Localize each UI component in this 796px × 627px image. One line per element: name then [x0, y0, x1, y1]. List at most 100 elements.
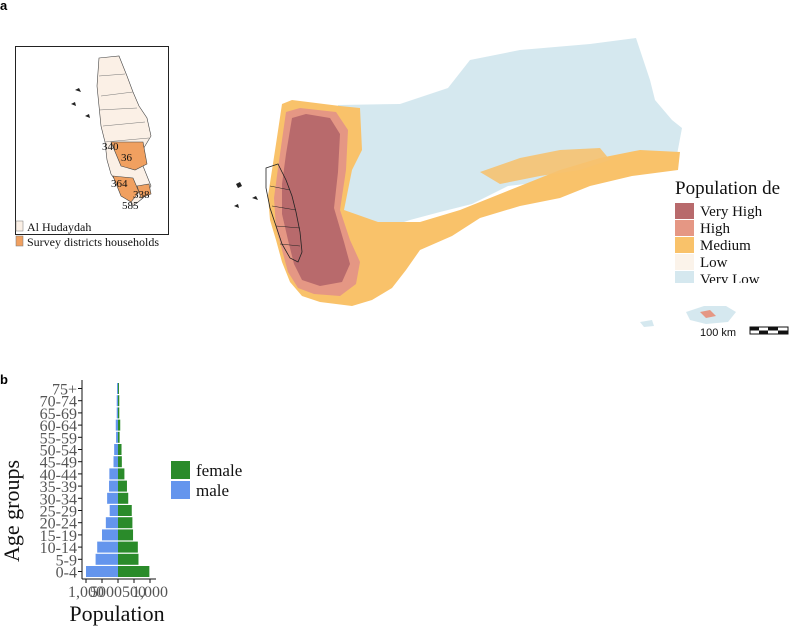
inset-legend-swatch-survey	[15, 235, 24, 247]
map-legend-swatch	[675, 220, 694, 236]
pyramid-bar-male	[116, 431, 118, 443]
pyramid-legend-label: female	[196, 461, 242, 480]
pyramid-ytick-label: 15-19	[40, 528, 77, 545]
pyramid-ytick-label: 45-49	[40, 455, 77, 472]
panel-b-letter: b	[0, 372, 8, 387]
pyramid-bar-female	[118, 431, 120, 443]
pyramid-ytick-label: 5-9	[56, 552, 77, 569]
pyramid-ytick-label: 75+	[52, 382, 77, 399]
pyramid-bar-male	[97, 541, 118, 553]
pyramid-bar-female	[118, 492, 129, 504]
map-west-islands	[234, 182, 258, 208]
pyramid-xtick-label: 500	[122, 584, 146, 601]
pyramid-bar-female	[118, 480, 127, 492]
pyramid-bar-male	[95, 553, 118, 565]
pyramid-xtick-label: 1,000	[68, 584, 104, 601]
inset-legend-swatch-hudaydah	[15, 220, 24, 232]
pyramid-ytick-label: 35-39	[40, 479, 77, 496]
pyramid-bar-female	[118, 407, 120, 419]
pyramid-bar-male	[116, 395, 118, 407]
pyramid-bar-male	[109, 468, 118, 480]
inset-map: 340 36 364 338 585 Al Hudaydah Survey di…	[15, 46, 169, 249]
pyramid-ytick-label: 30-34	[40, 491, 77, 508]
pyramid-ytick-label: 55-59	[40, 430, 77, 447]
scale-bar: 100 km	[700, 326, 789, 339]
map-legend-title: Population de	[675, 178, 780, 199]
pyramid-ytick-label: 65-69	[40, 406, 77, 423]
pyramid-legend-label: male	[196, 481, 229, 500]
pyramid-ylabel: Age groups	[0, 460, 24, 562]
pyramid-bar-female	[118, 517, 133, 529]
inset-legend-label-hudaydah: Al Hudaydah	[27, 220, 91, 234]
map-legend-swatch	[675, 254, 694, 270]
pyramid-bar-female	[118, 419, 121, 431]
pyramid-ytick-label: 20-24	[40, 516, 77, 533]
inset-label-36: 36	[121, 152, 133, 164]
population-pyramid: Age groups Population 0-45-910-1415-1920…	[0, 380, 242, 626]
pyramid-legend-swatch	[171, 481, 190, 499]
pyramid-bar-male	[107, 492, 118, 504]
panel-a-letter: a	[0, 0, 8, 13]
inset-label-585: 585	[122, 200, 139, 212]
pyramid-bar-female	[118, 395, 120, 407]
map-legend-swatch	[675, 203, 694, 219]
inset-label-364: 364	[111, 178, 128, 190]
map-legend-label: Medium	[700, 238, 751, 254]
pyramid-xtick-label: 0	[114, 584, 122, 601]
inset-legend-label-survey: Survey districts households	[27, 235, 159, 249]
pyramid-bar-male	[105, 517, 118, 529]
pyramid-ytick-label: 10-14	[40, 540, 77, 557]
pyramid-bar-male	[109, 480, 118, 492]
pyramid-bar-male	[102, 529, 118, 541]
inset-district-lines	[98, 73, 150, 143]
pyramid-bar-female	[118, 541, 138, 553]
pyramid-bar-female	[118, 566, 150, 577]
map-region-medium-east	[480, 148, 610, 184]
map-socotra-high	[700, 310, 716, 318]
inset-islands	[71, 88, 90, 118]
pyramid-bar-male	[113, 456, 118, 468]
inset-label-338: 338	[133, 189, 150, 201]
pyramid-bar-male	[116, 407, 118, 419]
pyramid-bar-male	[114, 444, 118, 455]
pyramid-bar-female	[118, 505, 132, 516]
map-legend-label: Very Low	[700, 272, 760, 283]
map-legend-swatch	[675, 271, 694, 283]
inset-survey-district-coast	[136, 183, 152, 199]
pyramid-bar-female	[118, 456, 122, 468]
map-region-very-low	[338, 38, 682, 236]
map-legend-label: Very High	[700, 204, 763, 220]
pyramid-xtick-label: 500	[90, 584, 114, 601]
map-region-medium	[268, 100, 680, 306]
scale-bar-label: 100 km	[700, 327, 736, 339]
pyramid-ytick-label: 50-54	[40, 443, 77, 460]
pyramid-bar-male	[86, 566, 118, 577]
pyramid-bar-female	[118, 468, 125, 480]
map-legend: Population de Very HighHighMediumLowVery…	[675, 178, 780, 283]
map-hudaydah-outline	[265, 163, 303, 263]
pyramid-legend-swatch	[171, 461, 190, 479]
pyramid-ytick-label: 0-4	[56, 565, 77, 582]
pyramid-bar-male	[117, 383, 118, 394]
pyramid-bar-female	[118, 383, 119, 394]
pyramid-ytick-label: 40-44	[40, 467, 77, 484]
map-legend-swatch	[675, 237, 694, 253]
pyramid-bar-male	[109, 505, 118, 516]
pyramid-ytick-label: 25-29	[40, 504, 77, 521]
pyramid-xtick-label: 1,000	[132, 584, 168, 601]
pyramid-bar-female	[118, 529, 134, 541]
map-small-island	[640, 320, 654, 327]
main-map	[234, 38, 736, 327]
pyramid-bar-male	[115, 419, 118, 431]
pyramid-bar-female	[118, 553, 139, 565]
map-region-very-high	[282, 114, 350, 286]
inset-survey-districts	[110, 141, 148, 203]
pyramid-xlabel: Population	[69, 601, 164, 626]
map-legend-label: High	[700, 221, 731, 237]
pyramid-bar-female	[118, 444, 122, 455]
pyramid-ytick-label: 70-74	[40, 394, 77, 411]
inset-label-340: 340	[102, 141, 119, 153]
map-hudaydah-districts	[269, 185, 301, 247]
map-legend-label: Low	[700, 255, 728, 271]
pyramid-ytick-label: 60-64	[40, 418, 77, 435]
